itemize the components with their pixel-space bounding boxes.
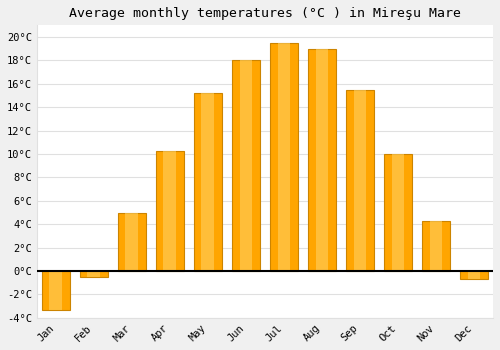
Bar: [156, 150, 184, 271]
Bar: [270, 43, 298, 271]
Bar: [422, 221, 450, 271]
Bar: [240, 61, 252, 271]
Bar: [126, 212, 138, 271]
Bar: [430, 221, 442, 271]
Bar: [346, 90, 374, 271]
Title: Average monthly temperatures (°C ) in Mireşu Mare: Average monthly temperatures (°C ) in Mi…: [69, 7, 461, 20]
Bar: [316, 49, 328, 271]
Bar: [308, 49, 336, 271]
Bar: [392, 154, 404, 271]
Bar: [232, 61, 260, 271]
Bar: [118, 212, 146, 271]
Bar: [384, 154, 412, 271]
Bar: [42, 271, 70, 310]
Bar: [88, 271, 101, 277]
Bar: [164, 150, 176, 271]
Bar: [50, 271, 62, 310]
Bar: [468, 271, 480, 279]
Bar: [460, 271, 488, 279]
Bar: [278, 43, 290, 271]
Bar: [80, 271, 108, 277]
Bar: [354, 90, 366, 271]
Bar: [202, 93, 214, 271]
Bar: [194, 93, 222, 271]
